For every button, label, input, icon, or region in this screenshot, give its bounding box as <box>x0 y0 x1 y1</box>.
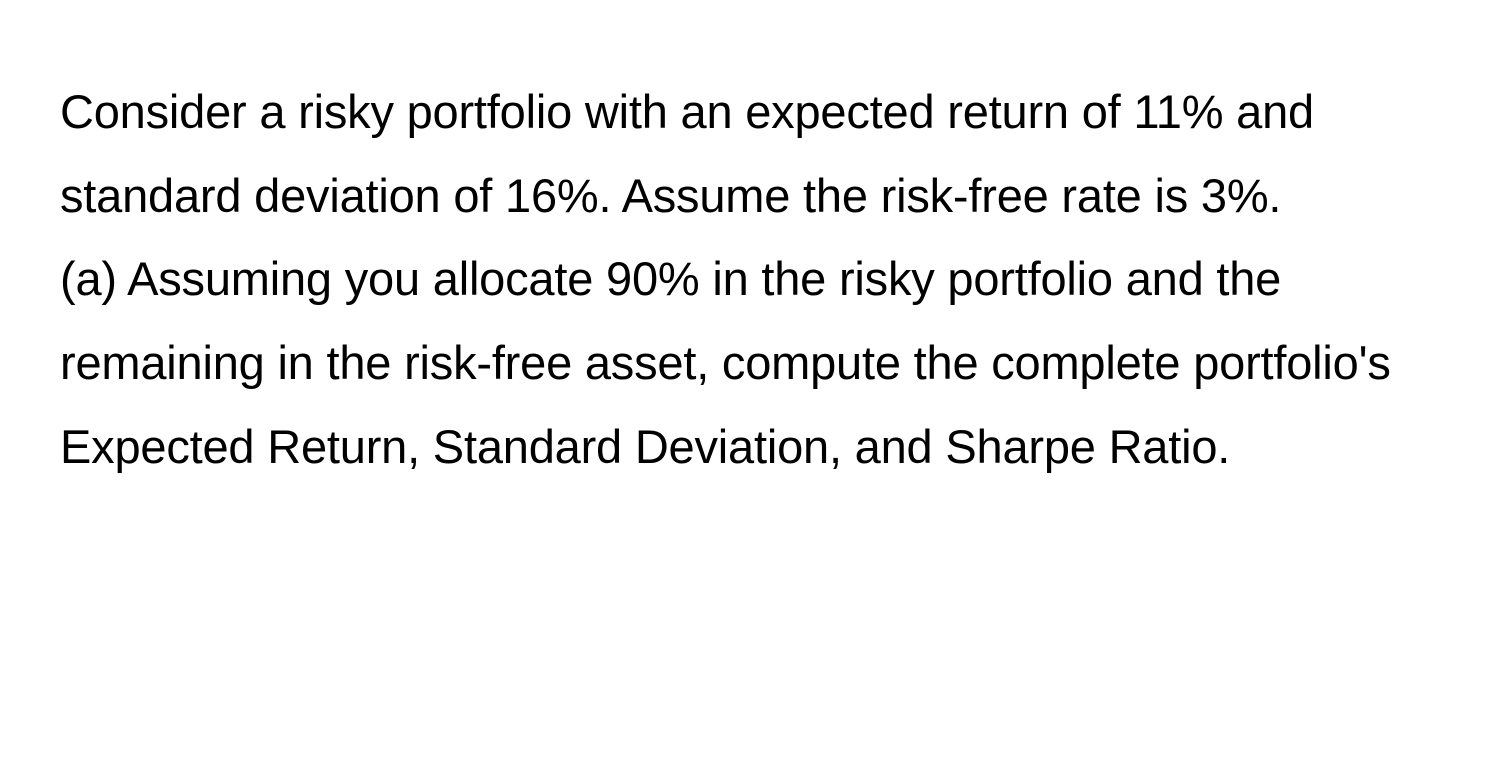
document-body: Consider a risky portfolio with an expec… <box>60 70 1440 488</box>
question-part-a: (a) Assuming you allocate 90% in the ris… <box>60 237 1440 488</box>
problem-statement: Consider a risky portfolio with an expec… <box>60 70 1440 237</box>
